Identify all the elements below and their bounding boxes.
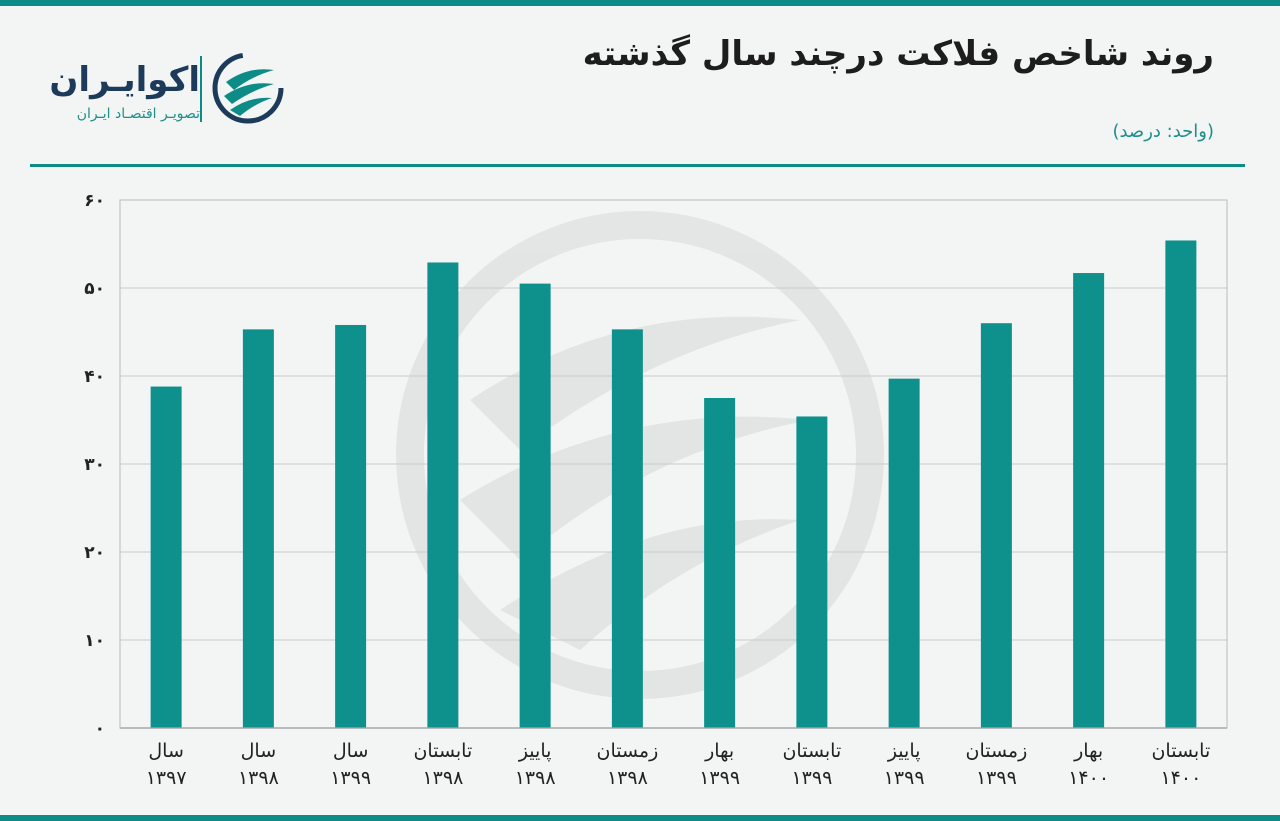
x-category-label: ۱۳۹۹	[791, 767, 832, 789]
x-category-label: پاییز	[518, 740, 552, 762]
chart-title: روند شاخص فلاکت درچند سال گذشته	[582, 34, 1214, 74]
x-category-label: تابستان	[1151, 740, 1210, 762]
bar	[611, 329, 643, 728]
y-tick-label: ۲۰	[84, 543, 105, 563]
bar	[796, 416, 828, 728]
bar	[704, 398, 736, 728]
bar	[1165, 240, 1197, 729]
x-category-label: ۱۳۹۸	[607, 767, 648, 789]
x-category-label: ۱۳۹۸	[422, 767, 463, 789]
bar	[242, 329, 274, 728]
bar	[888, 378, 920, 728]
x-category-label: بهار	[704, 740, 734, 762]
bar	[519, 283, 551, 728]
logo-name: اکوایـران	[49, 60, 200, 100]
x-axis-labels: سال ۱۳۹۷ سال ۱۳۹۸ سال ۱۳۹۹ تابستان ۱۳۹۸ پاییز ۱۳۹…	[146, 740, 1211, 789]
x-category-label: ۱۳۹۹	[976, 767, 1017, 789]
x-category-label: تابستان	[413, 740, 472, 762]
bar	[335, 324, 367, 728]
x-category-label: ۱۳۹۹	[699, 767, 740, 789]
brand-logo: اکوایـران تصویـر اقتصـاد ایـران	[30, 50, 290, 130]
bar	[427, 262, 459, 728]
grid-lines	[120, 199, 1227, 729]
logo-tagline: تصویـر اقتصـاد ایـران	[76, 106, 200, 122]
x-category-label: زمستان	[596, 740, 658, 762]
header-divider	[30, 164, 1245, 167]
bottom-accent-bar	[0, 815, 1280, 821]
plot-frame	[119, 199, 1228, 729]
x-category-label: ۱۳۹۷	[146, 767, 187, 789]
x-category-label: سال	[148, 740, 184, 762]
bar	[980, 323, 1012, 728]
unit-label: (واحد: درصد)	[1112, 121, 1214, 142]
x-category-label: زمستان	[965, 740, 1027, 762]
y-tick-label: ۵۰	[84, 279, 105, 299]
bars-group	[150, 240, 1197, 729]
x-category-label: سال	[241, 740, 277, 762]
x-category-label: تابستان	[782, 740, 841, 762]
x-category-label: بهار	[1073, 740, 1103, 762]
y-tick-label: ۳۰	[84, 455, 105, 475]
bar	[150, 386, 182, 728]
logo-separator	[200, 56, 202, 122]
y-tick-label: ۴۰	[84, 367, 105, 387]
x-category-label: پاییز	[887, 740, 921, 762]
x-category-label: ۱۳۹۸	[515, 767, 556, 789]
y-tick-label: ۶۰	[84, 191, 105, 211]
y-tick-label: ۱۰	[84, 631, 105, 651]
bar	[1073, 273, 1105, 728]
x-category-label: ۱۴۰۰	[1068, 767, 1109, 789]
y-axis-ticks: ۰ ۱۰ ۲۰ ۳۰ ۴۰ ۵۰ ۶۰	[84, 191, 105, 739]
x-category-label: ۱۴۰۰	[1160, 767, 1201, 789]
x-category-label: سال	[333, 740, 369, 762]
x-category-label: ۱۳۹۸	[238, 767, 279, 789]
x-category-label: ۱۳۹۹	[884, 767, 925, 789]
top-accent-bar	[0, 0, 1280, 6]
x-category-label: ۱۳۹۹	[330, 767, 371, 789]
y-tick-label: ۰	[95, 719, 105, 739]
ecoiran-swoosh-icon	[212, 52, 284, 124]
